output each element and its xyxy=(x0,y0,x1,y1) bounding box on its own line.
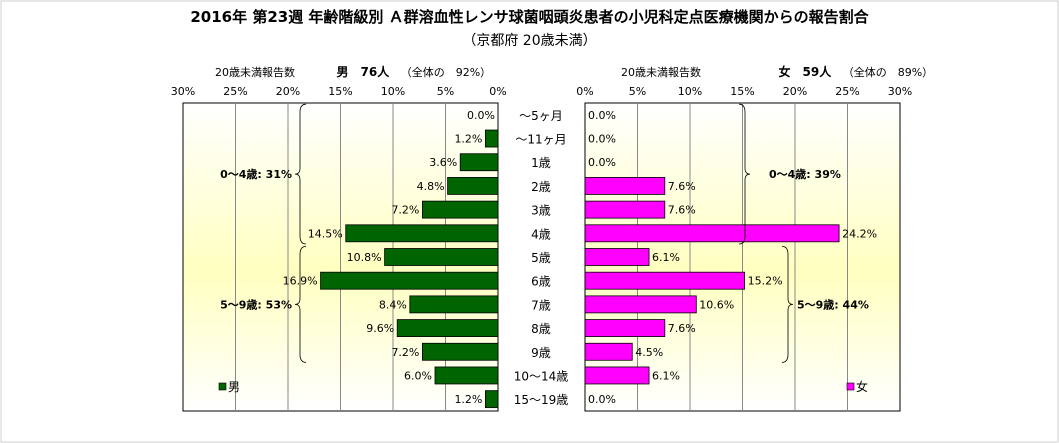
category-label: 15～19歳 xyxy=(514,393,569,407)
category-label: 1歳 xyxy=(531,156,551,170)
female-group-0-bracket xyxy=(738,103,751,245)
male-x-tick-label: 30% xyxy=(171,85,195,98)
female-x-tick-label: 5% xyxy=(629,85,646,98)
male-group-1-bracket xyxy=(294,245,307,363)
female-value-label: 0.0% xyxy=(588,156,616,169)
female-panel-header: 20歳未満報告数 女 59人 （全体の 89%） xyxy=(621,63,933,80)
female-value-label: 7.6% xyxy=(668,204,696,217)
female-value-label: 6.1% xyxy=(652,251,680,264)
female-value-label: 6.1% xyxy=(652,369,680,382)
category-label: 2歳 xyxy=(531,180,551,194)
male-bar xyxy=(396,319,499,337)
female-bar xyxy=(584,224,840,243)
female-group-1-label: 5～9歳: 44% xyxy=(797,297,869,311)
female-share-label: （全体の 89%） xyxy=(842,66,934,79)
female-legend-swatch xyxy=(846,382,855,391)
female-bar xyxy=(584,271,746,290)
male-value-label: 1.2% xyxy=(454,393,482,406)
female-bar xyxy=(584,319,666,337)
female-value-label: 15.2% xyxy=(748,275,783,288)
male-value-label: 8.4% xyxy=(379,298,407,311)
category-label: 8歳 xyxy=(531,322,551,336)
male-bar xyxy=(320,271,499,290)
female-legend-label: 女 xyxy=(856,379,868,394)
male-value-label: 4.8% xyxy=(417,180,445,193)
chart-title: 2016年 第23週 年齢階級別 Ａ群溶血性レンサ球菌咽頭炎患者の小児科定点医療… xyxy=(190,8,869,26)
male-bar xyxy=(484,390,499,409)
female-axis-label: 20歳未満報告数 xyxy=(621,66,701,79)
female-group-0-label: 0～4歳: 39% xyxy=(769,167,841,181)
male-axis-label: 20歳未満報告数 xyxy=(215,66,295,79)
male-share-label: （全体の 92%） xyxy=(400,66,492,79)
category-label: 3歳 xyxy=(531,204,551,218)
male-value-label: 9.6% xyxy=(366,322,394,335)
male-bar xyxy=(459,153,499,172)
female-bar xyxy=(584,200,666,219)
male-value-label: 14.5% xyxy=(308,227,343,240)
female-value-label: 0.0% xyxy=(588,133,616,146)
male-value-label: 6.0% xyxy=(404,369,432,382)
female-x-tick-label: 10% xyxy=(678,85,702,98)
female-bar xyxy=(584,295,697,314)
female-bar xyxy=(584,248,650,266)
male-group-1-label: 5～9歳: 53% xyxy=(220,297,292,311)
category-label: ～5ヶ月 xyxy=(519,109,563,123)
female-value-label: 24.2% xyxy=(842,227,877,240)
male-x-tick-label: 10% xyxy=(381,85,405,98)
male-bar xyxy=(484,129,499,148)
male-x-tick-label: 20% xyxy=(276,85,300,98)
male-bar xyxy=(421,200,499,219)
female-x-tick-label: 30% xyxy=(888,85,912,98)
male-value-label: 0.0% xyxy=(467,109,495,122)
female-x-tick-label: 25% xyxy=(835,85,859,98)
female-value-label: 10.6% xyxy=(699,298,734,311)
male-group-0-label: 0～4歳: 31% xyxy=(220,167,292,181)
male-value-label: 7.2% xyxy=(391,204,419,217)
category-label: 6歳 xyxy=(531,275,551,289)
male-bar xyxy=(447,177,499,195)
female-x-tick-label: 0% xyxy=(576,85,593,98)
male-x-tick-label: 5% xyxy=(437,85,454,98)
male-bar xyxy=(421,342,499,361)
male-bar xyxy=(345,224,499,243)
female-bar xyxy=(584,342,633,361)
male-x-tick-label: 0% xyxy=(489,85,506,98)
female-value-label: 7.6% xyxy=(668,322,696,335)
category-label: 5歳 xyxy=(531,251,551,265)
category-label: 10～14歳 xyxy=(514,369,569,383)
category-label: 7歳 xyxy=(531,298,551,312)
male-x-tick-label: 15% xyxy=(328,85,352,98)
male-value-label: 3.6% xyxy=(429,156,457,169)
female-bar xyxy=(584,177,666,195)
male-value-label: 10.8% xyxy=(347,251,382,264)
female-x-tick-label: 20% xyxy=(783,85,807,98)
female-group-1-bracket xyxy=(781,245,794,363)
male-value-label: 1.2% xyxy=(454,133,482,146)
male-value-label: 7.2% xyxy=(391,346,419,359)
male-panel-header: 20歳未満報告数 男 76人 （全体の 92%） xyxy=(215,63,491,80)
female-value-label: 0.0% xyxy=(588,393,616,406)
chart-subtitle: （京都府 20歳未満） xyxy=(462,33,597,49)
female-value-label: 0.0% xyxy=(588,109,616,122)
male-bar xyxy=(434,366,499,385)
category-label: ～11ヶ月 xyxy=(515,133,566,147)
male-group-0-bracket xyxy=(294,103,307,245)
female-value-label: 7.6% xyxy=(668,180,696,193)
category-label: 4歳 xyxy=(531,227,551,241)
female-x-tick-label: 15% xyxy=(730,85,754,98)
category-label: 9歳 xyxy=(531,346,551,360)
male-count-label: 男 76人 xyxy=(336,65,390,79)
male-x-tick-label: 25% xyxy=(223,85,247,98)
male-legend-swatch xyxy=(218,382,227,391)
female-count-label: 女 59人 xyxy=(778,65,832,79)
female-bar xyxy=(584,366,650,385)
male-legend-label: 男 xyxy=(228,380,240,394)
male-bar xyxy=(409,295,499,314)
male-bar xyxy=(384,248,499,266)
female-value-label: 4.5% xyxy=(635,346,663,359)
